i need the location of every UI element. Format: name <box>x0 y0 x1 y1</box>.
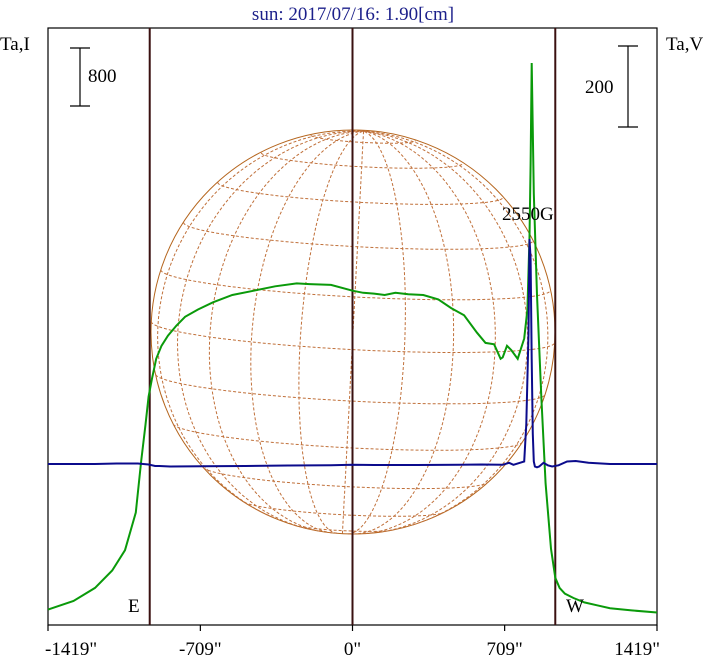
solar-disk-grid <box>150 129 556 535</box>
parallel-line <box>203 467 488 490</box>
field-strength-annotation: 2550G <box>502 204 554 225</box>
parallel-line <box>260 152 464 169</box>
parallel-line <box>160 269 552 301</box>
series-I-line <box>47 62 658 614</box>
limb-label-east: E <box>128 596 140 617</box>
parallel-line <box>172 423 523 451</box>
right-scale-bar <box>618 45 638 128</box>
parallel-line <box>155 374 546 405</box>
x-tick-label: 1419" <box>614 639 660 660</box>
left-axis-label: Ta,I <box>0 34 30 55</box>
meridian-line <box>363 130 496 535</box>
meridian-line <box>176 130 364 529</box>
chart-title: sun: 2017/07/16: 1.90[cm] <box>252 4 454 25</box>
meridian-line <box>157 130 364 519</box>
meridian-line <box>347 130 406 535</box>
left-scale-label: 800 <box>88 66 117 87</box>
meridian-line <box>352 130 455 535</box>
parallel-line <box>217 182 504 205</box>
x-tick-label: -709" <box>179 639 222 660</box>
parallel-line <box>243 501 444 517</box>
right-scale-label: 200 <box>585 77 614 98</box>
meridian-line <box>250 130 364 534</box>
meridian-line <box>363 130 529 533</box>
marker-lines <box>148 28 557 625</box>
meridian-line <box>298 130 364 534</box>
meridian-line <box>208 130 364 532</box>
limb-label-west: W <box>566 596 584 617</box>
right-axis-label: Ta,V <box>666 34 703 55</box>
parallel-line <box>310 135 416 144</box>
parallel-line <box>183 222 534 250</box>
x-tick-label: 0" <box>344 639 361 660</box>
meridian-line <box>363 130 549 526</box>
x-tick-label: -1419" <box>45 639 97 660</box>
left-scale-bar <box>70 47 90 107</box>
meridian-line <box>341 131 364 534</box>
parallel-line <box>293 524 392 532</box>
x-tick-label: 709" <box>487 639 523 660</box>
series-V-line <box>48 238 657 469</box>
